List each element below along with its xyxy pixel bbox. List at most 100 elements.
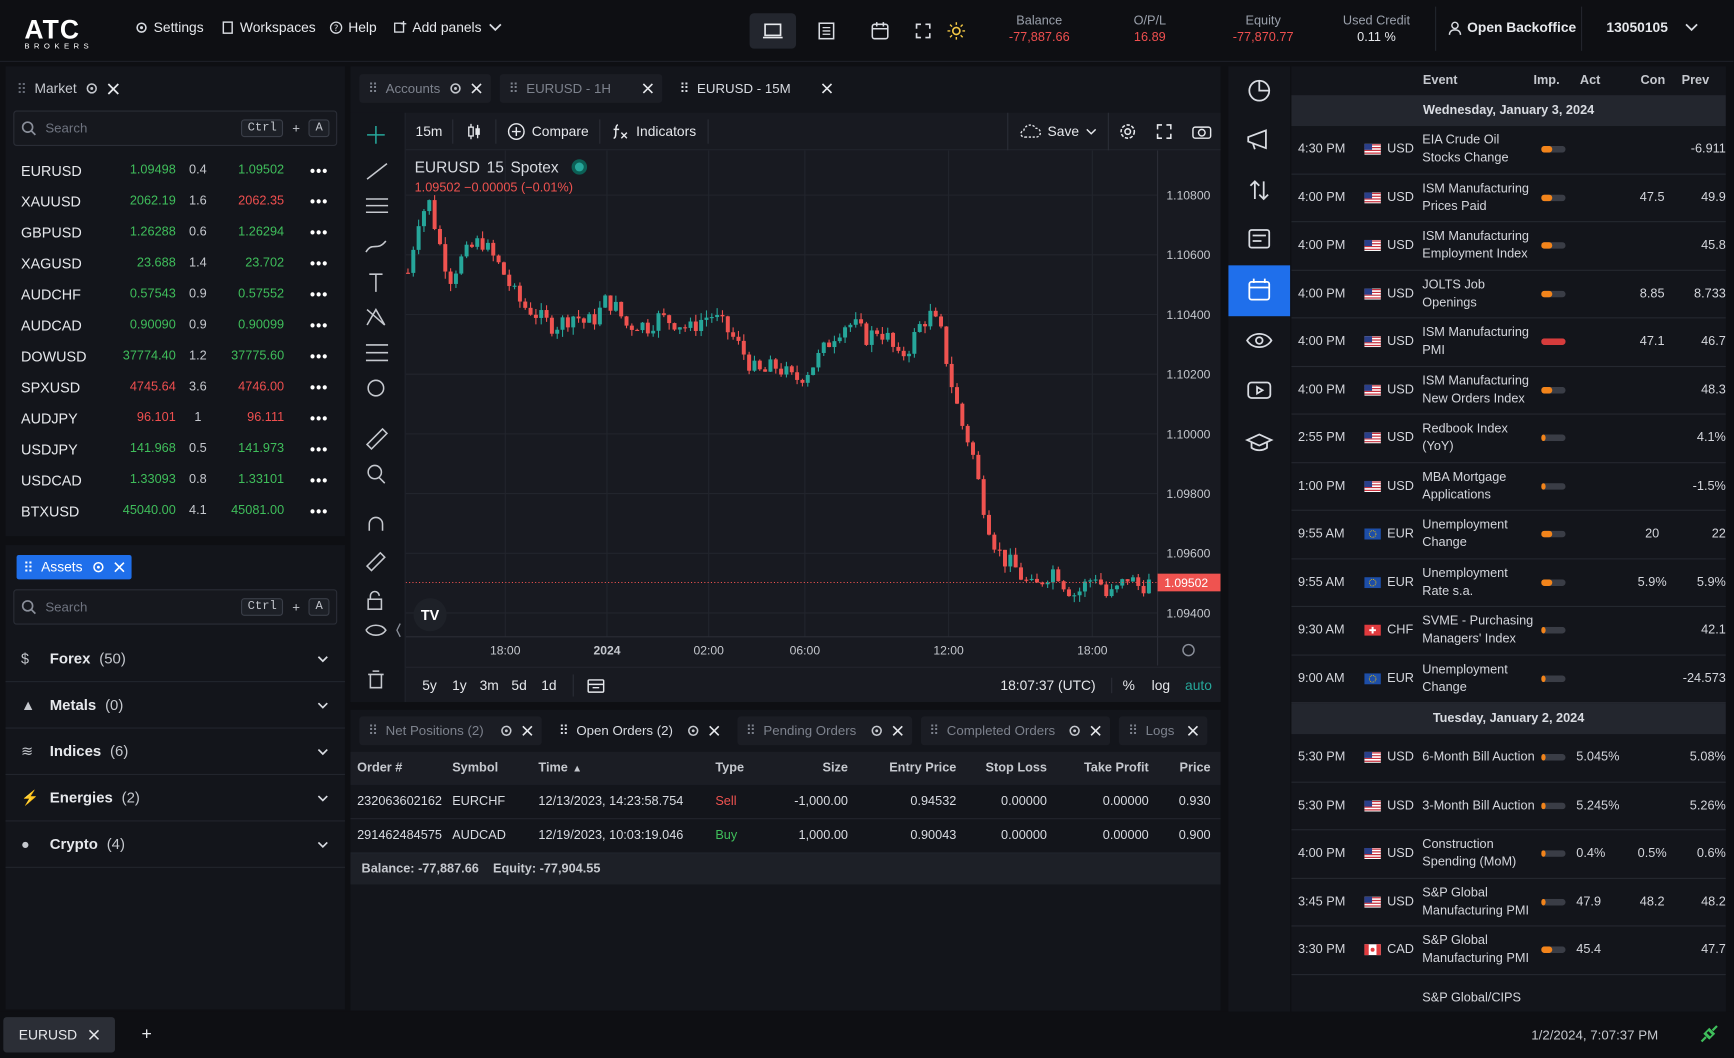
indicators-button[interactable]: Indicators <box>601 122 707 140</box>
calendar-event[interactable]: 9:30 AM CHF SVME - Purchasing Managers' In… <box>1291 607 1726 656</box>
market-search[interactable]: Search Ctrl + A <box>13 110 338 146</box>
calendar-event[interactable]: 9:00 AM EUR Unemployment Change -24.573 <box>1291 655 1726 704</box>
auto-toggle[interactable]: auto <box>1185 677 1212 693</box>
calendar-event[interactable]: S&P Global/CIPS <box>1291 975 1726 1012</box>
market-row[interactable]: AUDCAD 0.90090 0.9 0.90099 ••• <box>6 310 345 341</box>
market-row[interactable]: AUDJPY 96.101 1 96.111 ••• <box>6 402 345 433</box>
range-3m-button[interactable]: 3m <box>479 677 499 693</box>
market-bid[interactable]: 4745.64 <box>129 380 176 394</box>
col-size[interactable]: Size <box>822 761 848 776</box>
more-options-icon[interactable]: ••• <box>309 347 329 365</box>
compare-button[interactable]: Compare <box>496 122 599 140</box>
more-options-icon[interactable]: ••• <box>309 254 329 272</box>
calendar-event[interactable]: 4:00 PM USD ISM Manufacturing New Orders I… <box>1291 367 1726 415</box>
tab-accounts[interactable]: ⠿ Accounts <box>359 74 492 103</box>
theme-toggle[interactable] <box>933 13 979 48</box>
calendar-event[interactable]: 2:55 PM USD Redbook Index (YoY) 4.1% <box>1291 415 1726 463</box>
col-stop-loss[interactable]: Stop Loss <box>985 761 1048 776</box>
calendar-button[interactable] <box>857 13 903 48</box>
market-bid[interactable]: 1.33093 <box>129 473 176 487</box>
chart-fullscreen-button[interactable] <box>1145 123 1183 139</box>
more-options-icon[interactable]: ••• <box>309 316 329 334</box>
more-options-icon[interactable]: ••• <box>309 378 329 396</box>
market-ask[interactable]: 2062.35 <box>238 194 285 208</box>
col-entry[interactable]: Entry Price <box>889 761 957 776</box>
more-options-icon[interactable]: ••• <box>309 502 329 520</box>
market-bid[interactable]: 45040.00 <box>122 504 176 518</box>
more-options-icon[interactable]: ••• <box>309 192 329 210</box>
market-row[interactable]: BTXUSD 45040.00 4.1 45081.00 ••• <box>6 495 345 526</box>
close-icon[interactable] <box>708 725 719 736</box>
calendar-event[interactable]: 9:55 AM EUR Unemployment Rate s.a. 5.9% 5.9% <box>1291 559 1726 607</box>
market-ask[interactable]: 45081.00 <box>231 504 285 518</box>
calendar-event[interactable]: 4:30 PM USD EIA Crude Oil Stocks Change -6.… <box>1291 126 1726 175</box>
price-chart[interactable]: 1.10800 1.10600 1.10400 1.10200 1.10000 1.098… <box>405 150 1221 666</box>
market-ask[interactable]: 141.973 <box>238 442 285 456</box>
order-row[interactable]: 232063602162 EURCHF 12/13/2023, 14:23:58.7… <box>350 785 1221 820</box>
tradingview-logo-icon[interactable]: TV <box>413 598 447 632</box>
drag-handle-icon[interactable]: ⠿ <box>368 80 378 97</box>
log-toggle[interactable]: log <box>1151 677 1171 693</box>
drag-handle-icon[interactable]: ⠿ <box>745 723 756 739</box>
orders-tab[interactable]: ⠿ Completed Orders <box>920 716 1111 746</box>
percent-toggle[interactable]: % <box>1122 677 1135 693</box>
range-1y-button[interactable]: 1y <box>452 677 467 693</box>
col-time[interactable]: Time ▲ <box>538 762 715 775</box>
calendar-event[interactable]: 4:00 PM USD ISM Manufacturing Employment I… <box>1291 222 1726 271</box>
col-type[interactable]: Type <box>715 761 745 776</box>
orders-tab[interactable]: ⠿ Logs <box>1119 716 1208 746</box>
close-icon[interactable] <box>471 83 482 94</box>
more-options-icon[interactable]: ••• <box>309 161 329 179</box>
more-options-icon[interactable]: ••• <box>309 440 329 458</box>
asset-group[interactable]: ⚡ Energies (2) <box>5 775 345 822</box>
close-icon[interactable] <box>892 725 903 736</box>
calendar-event[interactable]: 9:55 AM EUR Unemployment Change 20 22 <box>1291 511 1726 559</box>
more-options-icon[interactable]: ••• <box>309 409 329 427</box>
market-bid[interactable]: 96.101 <box>136 411 176 425</box>
calendar-event[interactable]: 4:00 PM USD Construction Spending (MoM) 0.4… <box>1291 830 1726 879</box>
market-row[interactable]: GBPUSD 1.26288 0.6 1.26294 ••• <box>6 217 345 248</box>
interval-button[interactable]: 15m <box>415 123 443 139</box>
range-1d-button[interactable]: 1d <box>541 677 557 693</box>
orders-tab[interactable]: ⠿ Net Positions (2) <box>359 716 542 746</box>
drag-handle-icon[interactable]: ⠿ <box>1128 723 1138 739</box>
gear-icon[interactable] <box>1068 724 1081 737</box>
asset-group[interactable]: ● Crypto (4) <box>5 821 345 868</box>
orders-tab[interactable]: ⠿ Pending Orders <box>737 716 912 746</box>
col-event[interactable]: Event <box>1422 74 1458 88</box>
close-icon[interactable] <box>1188 725 1199 736</box>
screenshot-button[interactable] <box>1183 123 1221 139</box>
open-backoffice-button[interactable]: Open Backoffice <box>1448 20 1576 35</box>
market-ask[interactable]: 1.33101 <box>238 473 285 487</box>
orders-tab[interactable]: ⠿ Open Orders (2) <box>550 716 728 745</box>
asset-group[interactable]: ▲ Metals (0) <box>5 682 345 729</box>
drag-handle-icon[interactable]: ⠿ <box>508 80 519 97</box>
layout-desktop-button[interactable] <box>749 13 797 49</box>
col-importance[interactable]: Imp. <box>1533 74 1560 88</box>
col-take-profit[interactable]: Take Profit <box>1083 761 1149 776</box>
date-range-button[interactable] <box>574 677 618 693</box>
market-bid[interactable]: 2062.19 <box>129 194 176 208</box>
chart-type-button[interactable] <box>453 122 495 140</box>
gear-icon[interactable] <box>870 724 883 737</box>
brand-logo[interactable]: ATC BROKERS <box>24 15 93 50</box>
market-row[interactable]: SPXUSD 4745.64 3.6 4746.00 ••• <box>6 371 345 402</box>
market-bid[interactable]: 0.57543 <box>129 287 176 301</box>
market-row[interactable]: EURUSD 1.09498 0.4 1.09502 ••• <box>6 155 345 186</box>
close-icon[interactable] <box>113 562 125 573</box>
market-ask[interactable]: 96.111 <box>247 411 285 425</box>
market-ask[interactable]: 1.26294 <box>238 225 285 239</box>
calendar-event[interactable]: 5:30 PM USD 6-Month Bill Auction 5.045% 5.08… <box>1291 734 1726 783</box>
add-workspace-button[interactable]: + <box>141 1024 152 1044</box>
close-icon[interactable] <box>521 725 532 736</box>
help-button[interactable]: ? Help <box>329 20 377 35</box>
drag-handle-icon[interactable]: ⠿ <box>679 80 690 97</box>
assets-search[interactable]: Search Ctrl + A <box>13 589 338 625</box>
drawing-tools-icons[interactable] <box>350 113 405 702</box>
col-price[interactable]: Price <box>1179 761 1211 776</box>
drag-handle-icon[interactable]: ⠿ <box>929 723 939 739</box>
range-5y-button[interactable]: 5y <box>422 677 437 693</box>
market-bid[interactable]: 1.09498 <box>129 163 176 177</box>
market-row[interactable]: USDCAD 1.33093 0.8 1.33101 ••• <box>6 464 345 495</box>
market-row[interactable]: XAUUSD 2062.19 1.6 2062.35 ••• <box>6 186 345 217</box>
